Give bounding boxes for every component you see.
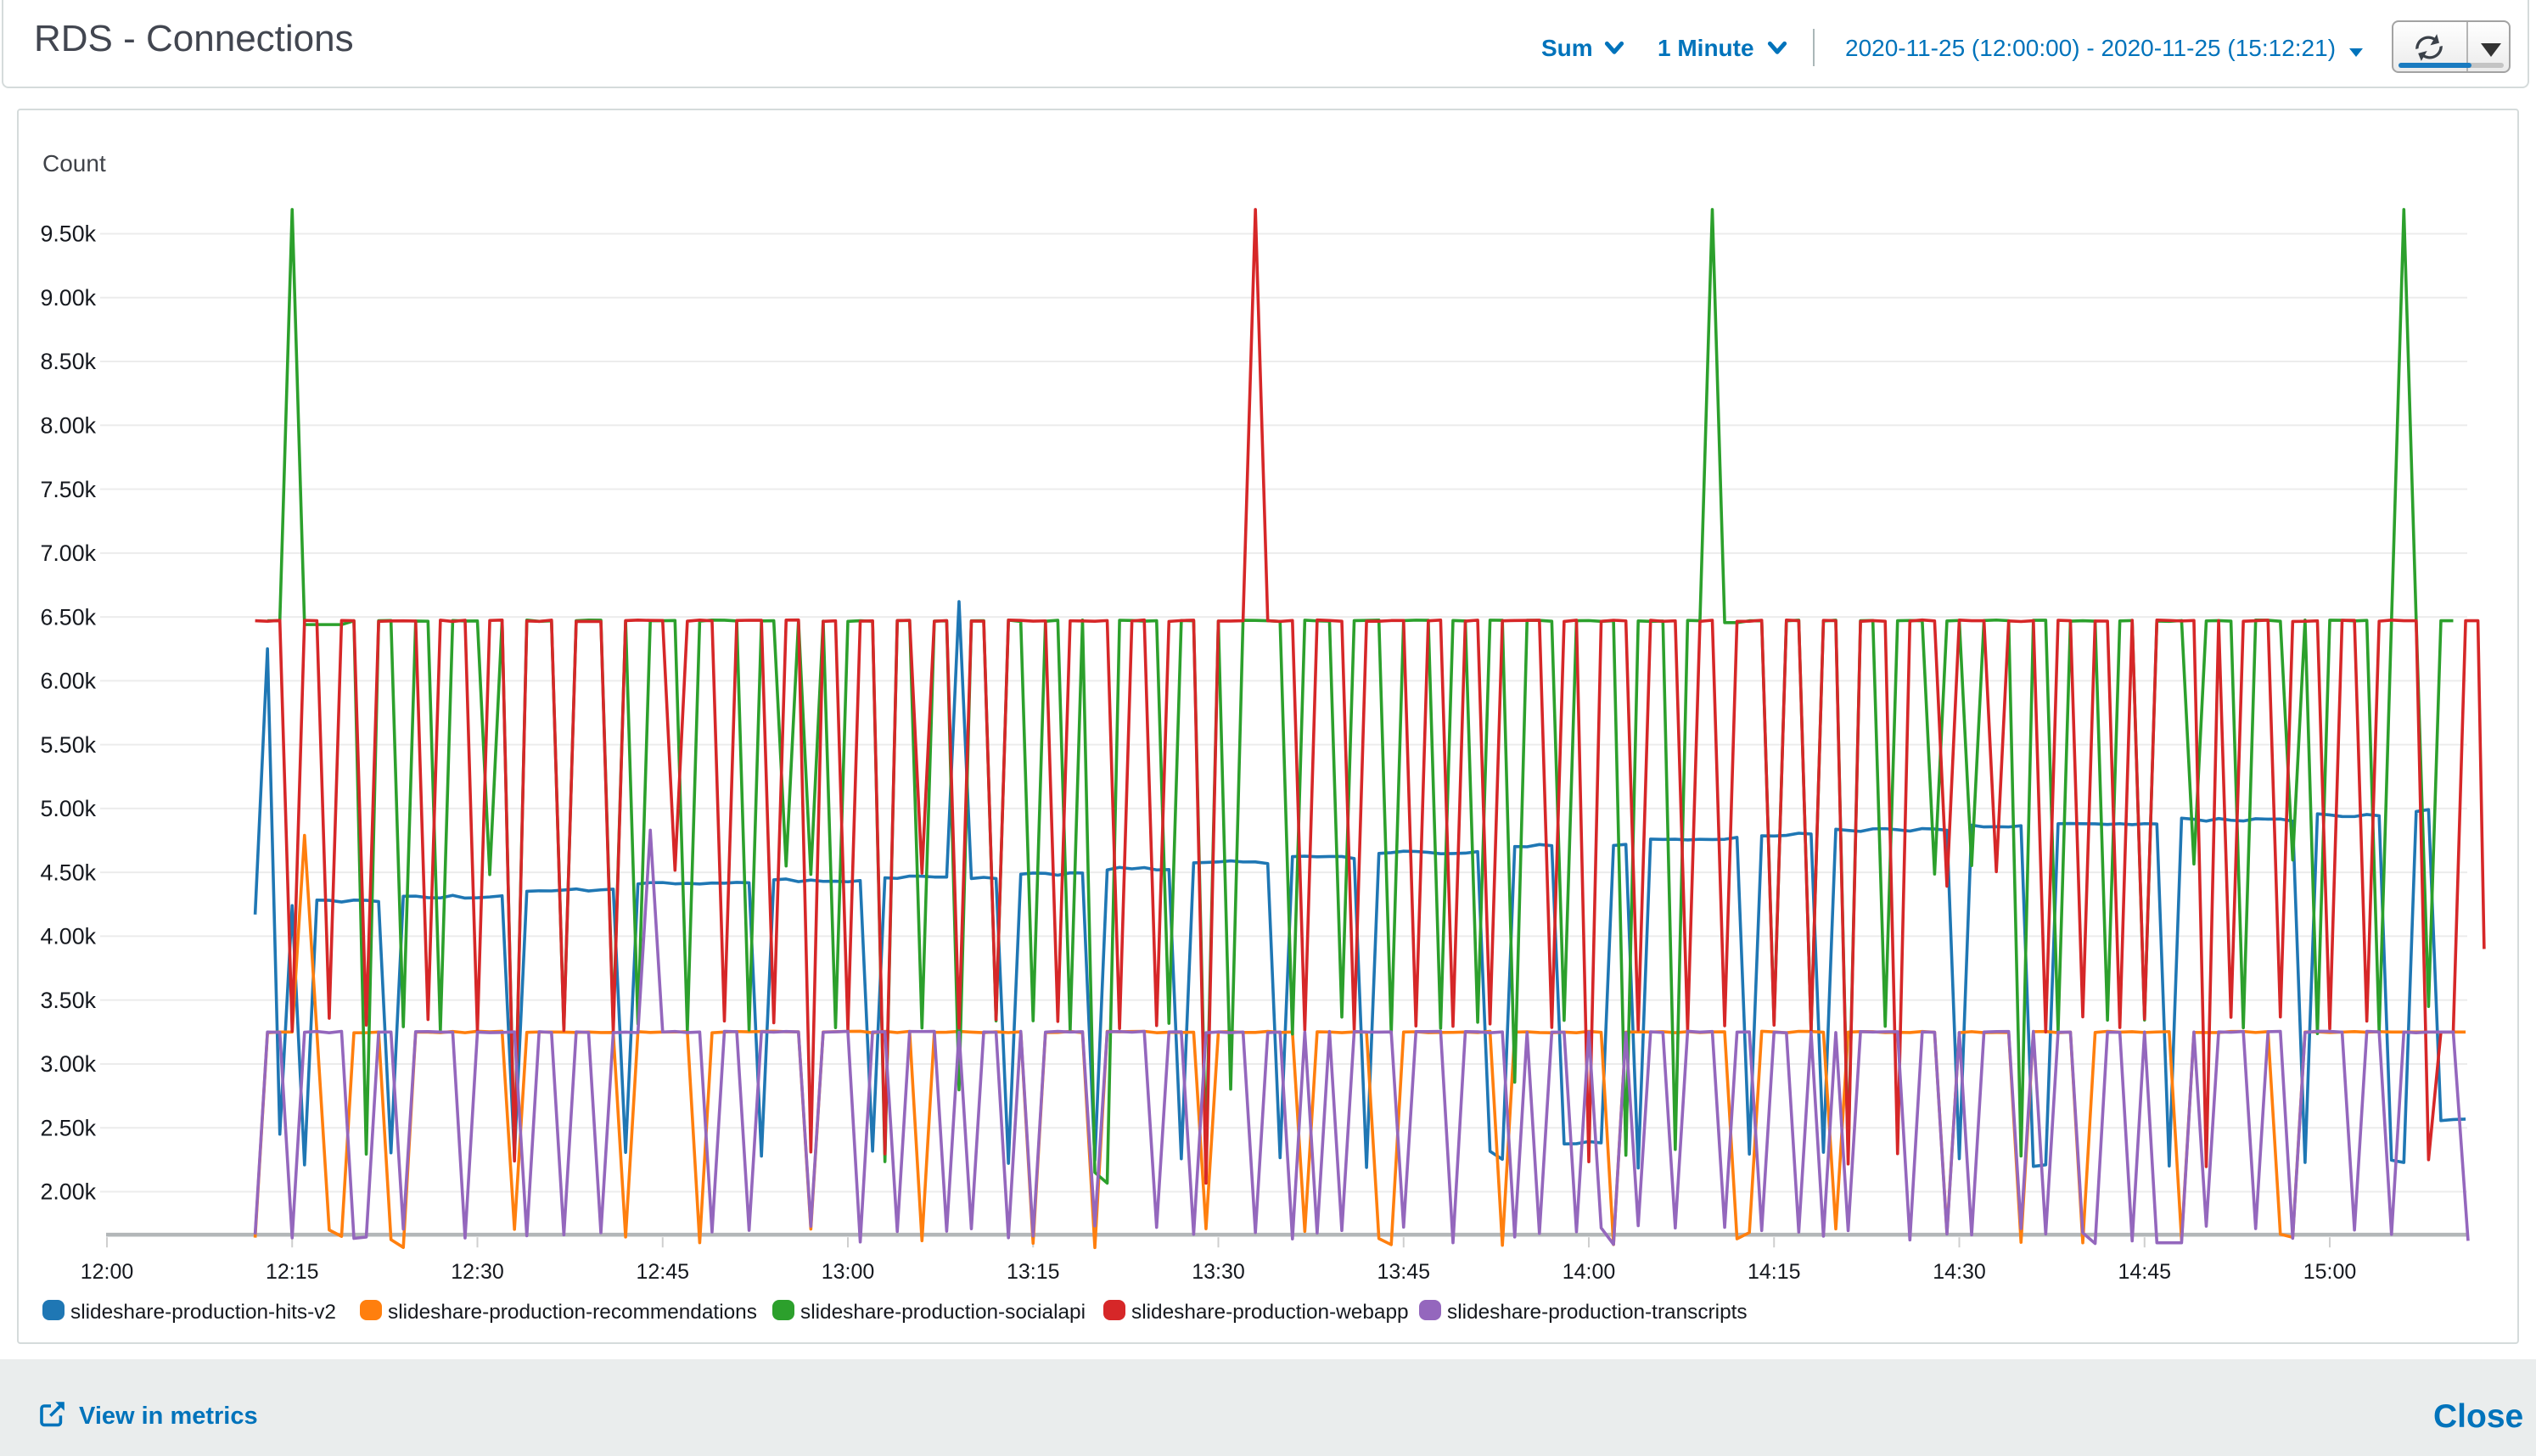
svg-text:5.50k: 5.50k	[40, 732, 96, 758]
svg-text:14:45: 14:45	[2118, 1260, 2171, 1284]
svg-text:6.50k: 6.50k	[40, 604, 96, 630]
svg-text:8.50k: 8.50k	[40, 349, 96, 374]
svg-text:7.00k: 7.00k	[40, 540, 96, 566]
svg-text:9.50k: 9.50k	[40, 221, 96, 247]
svg-text:13:15: 13:15	[1007, 1260, 1060, 1284]
svg-text:6.00k: 6.00k	[40, 669, 96, 694]
svg-text:4.00k: 4.00k	[40, 924, 96, 949]
svg-text:7.50k: 7.50k	[40, 477, 96, 502]
svg-text:13:45: 13:45	[1377, 1260, 1430, 1284]
svg-text:5.00k: 5.00k	[40, 796, 96, 821]
svg-text:14:15: 14:15	[1748, 1260, 1801, 1284]
svg-text:12:45: 12:45	[636, 1260, 689, 1284]
svg-text:2.00k: 2.00k	[40, 1179, 96, 1205]
svg-text:13:30: 13:30	[1192, 1260, 1245, 1284]
svg-text:8.00k: 8.00k	[40, 413, 96, 439]
svg-text:2.50k: 2.50k	[40, 1115, 96, 1140]
svg-text:14:00: 14:00	[1563, 1260, 1616, 1284]
svg-text:14:30: 14:30	[1933, 1260, 1986, 1284]
svg-text:15:00: 15:00	[2303, 1260, 2357, 1284]
svg-text:12:00: 12:00	[81, 1260, 134, 1284]
svg-text:12:15: 12:15	[266, 1260, 319, 1284]
svg-text:9.00k: 9.00k	[40, 285, 96, 311]
svg-text:3.00k: 3.00k	[40, 1051, 96, 1077]
svg-text:4.50k: 4.50k	[40, 860, 96, 885]
svg-text:13:00: 13:00	[822, 1260, 875, 1284]
svg-text:12:30: 12:30	[451, 1260, 504, 1284]
svg-text:3.50k: 3.50k	[40, 988, 96, 1013]
